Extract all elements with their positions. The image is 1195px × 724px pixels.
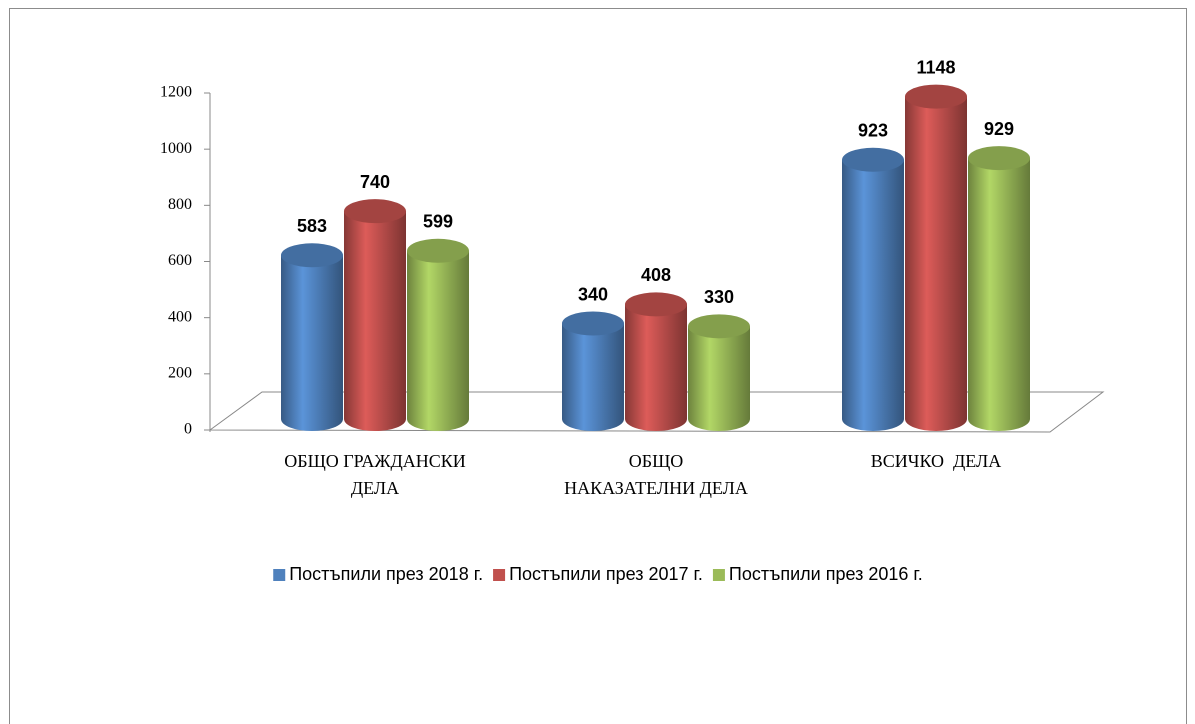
bar-top (905, 84, 967, 109)
bar-body (344, 211, 406, 431)
bar-body (842, 159, 904, 431)
bar (688, 314, 750, 431)
y-tick-label: 800 (168, 196, 192, 213)
x-tick-label: ОБЩО ГРАЖДАНСКИ (284, 451, 466, 471)
y-tick-label: 600 (168, 252, 192, 269)
bar (281, 243, 343, 431)
data-label: 599 (423, 212, 453, 232)
bar-top (625, 292, 687, 317)
y-tick-label: 0 (184, 421, 192, 438)
data-label: 923 (858, 121, 888, 141)
data-label: 1148 (916, 57, 955, 77)
legend-label: Постъпили през 2017 г. (509, 564, 703, 584)
bar (842, 147, 904, 431)
bar-top (407, 238, 469, 263)
legend-swatch (493, 569, 506, 581)
bar (968, 146, 1030, 431)
bar-top (562, 311, 624, 336)
data-label: 740 (360, 172, 390, 192)
x-tick-label: ДЕЛА (351, 478, 399, 498)
data-label: 408 (641, 265, 671, 285)
data-label: 929 (984, 119, 1014, 139)
bar-body (905, 96, 967, 431)
bar-top (688, 314, 750, 339)
y-tick-label: 400 (168, 308, 192, 325)
x-tick-label: ОБЩО (629, 451, 684, 471)
bar (625, 292, 687, 431)
bar (344, 199, 406, 431)
bar-body (625, 304, 687, 431)
bar-body (281, 255, 343, 431)
bar-top (968, 146, 1030, 171)
bar (562, 311, 624, 431)
x-tick-label: НАКАЗАТЕЛНИ ДЕЛА (564, 478, 748, 498)
bar-body (562, 323, 624, 431)
bar-body (688, 326, 750, 431)
bar (905, 84, 967, 431)
bar (407, 238, 469, 431)
bar-body (968, 158, 1030, 431)
floor (208, 391, 1105, 433)
y-tick-label: 1200 (160, 84, 192, 101)
y-tick-label: 1000 (160, 140, 192, 157)
data-label: 330 (704, 287, 734, 307)
bar-top (344, 199, 406, 224)
legend-swatch (712, 569, 725, 581)
legend-label: Постъпили през 2018 г. (289, 564, 483, 584)
data-label: 583 (297, 216, 327, 236)
bar-body (407, 250, 469, 431)
data-label: 340 (578, 284, 608, 304)
bar-top (842, 147, 904, 172)
bar-top (281, 243, 343, 268)
x-tick-label: ВСИЧКО ДЕЛА (871, 451, 1002, 471)
legend-swatch (273, 569, 286, 581)
y-tick-label: 200 (168, 365, 192, 382)
legend-label: Постъпили през 2016 г. (729, 564, 923, 584)
